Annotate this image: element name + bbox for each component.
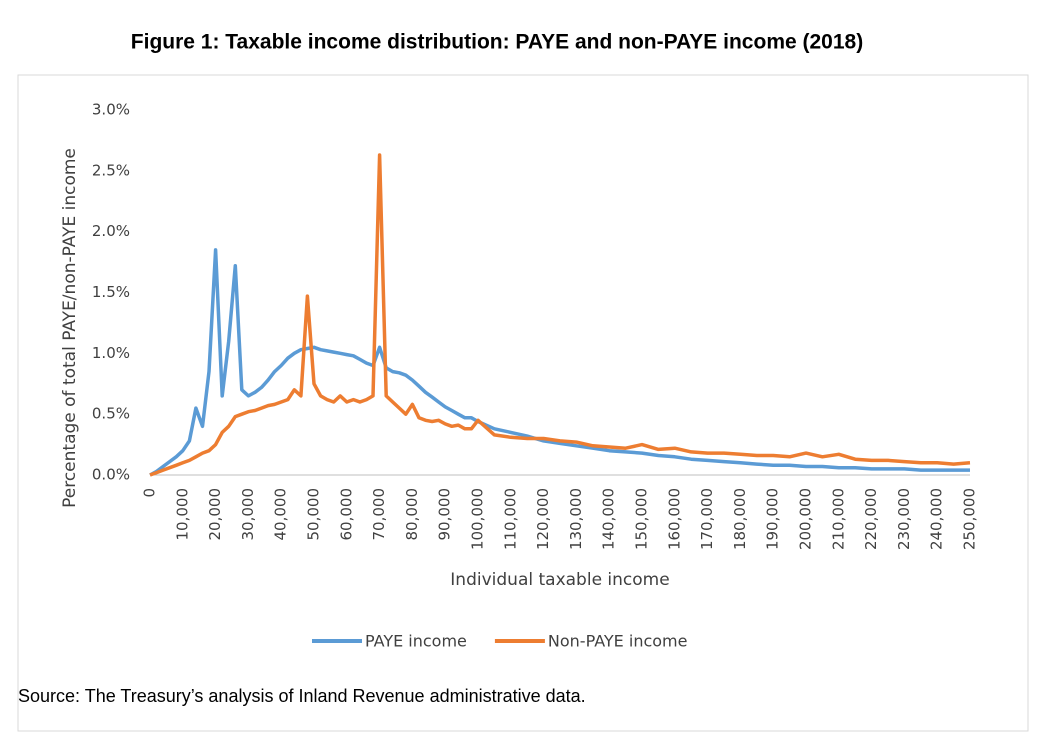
x-tick-label: 130,000 [567,488,585,550]
x-tick-label: 90,000 [436,488,454,541]
x-tick-label: 210,000 [829,488,847,550]
chart-title: Figure 1: Taxable income distribution: P… [131,31,863,54]
x-tick-label: 180,000 [731,488,749,550]
data-line [149,153,971,477]
x-tick-label: 20,000 [206,488,224,541]
y-axis-title: Percentage of total PAYE/non-PAYE income [60,148,80,508]
x-tick-label: 250,000 [961,488,979,550]
x-tick-label: 70,000 [370,488,388,541]
x-tick-label: 240,000 [928,488,946,550]
y-tick-label: 2.5% [92,161,130,179]
x-tick-label: 60,000 [337,488,355,541]
x-tick-label: 200,000 [797,488,815,550]
x-tick-label: 140,000 [600,488,618,550]
y-tick-label: 0.0% [92,466,130,484]
y-tick-label: 1.0% [92,344,130,362]
x-tick-label: 160,000 [665,488,683,550]
x-tick-label: 10,000 [173,488,191,541]
x-axis-title: Individual taxable income [450,570,669,590]
chart-frame [17,74,1029,732]
data-line [149,248,970,477]
x-tick-label: 170,000 [698,488,716,550]
x-tick-label: 80,000 [403,488,421,541]
x-tick-label: 150,000 [633,488,651,550]
x-tick-label: 220,000 [862,488,880,550]
x-tick-label: 30,000 [239,488,257,541]
x-tick-label: 100,000 [469,488,487,550]
x-tick-label: 120,000 [534,488,552,550]
y-tick-label: 3.0% [92,101,130,119]
x-tick-label: 110,000 [501,488,519,550]
x-tick-label: 230,000 [895,488,913,550]
y-tick-label: 0.5% [92,405,130,423]
x-tick-label: 50,000 [305,488,323,541]
x-tick-label: 0 [141,488,159,498]
x-tick-label: 40,000 [272,488,290,541]
legend-label: Non-PAYE income [548,632,688,651]
legend-label: PAYE income [365,632,467,651]
source-note: Source: The Treasury’s analysis of Inlan… [18,686,586,706]
y-tick-label: 2.0% [92,222,130,240]
x-tick-label: 190,000 [764,488,782,550]
y-tick-label: 1.5% [92,283,130,301]
